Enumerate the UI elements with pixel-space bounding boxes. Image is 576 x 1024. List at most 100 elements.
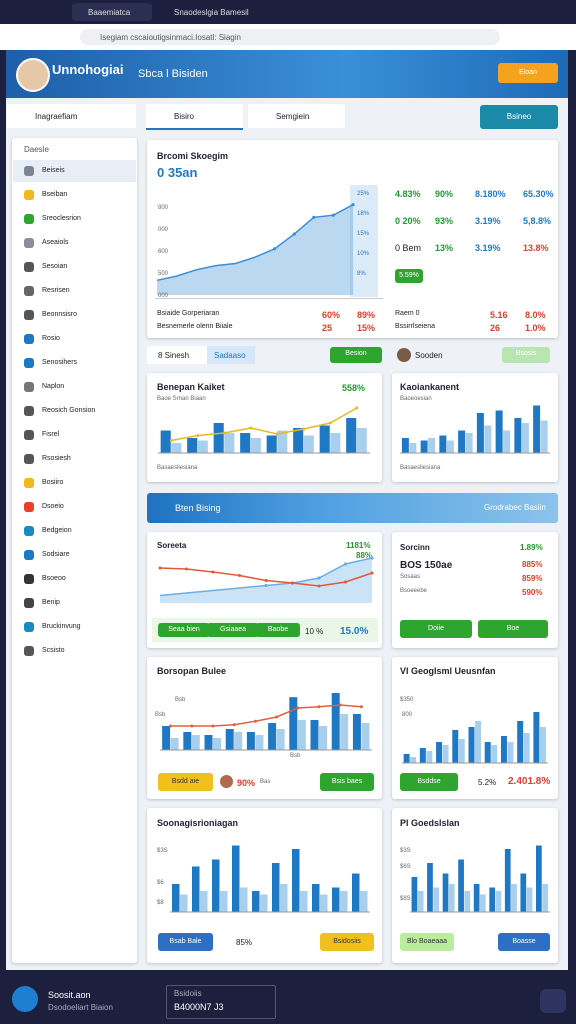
bar — [297, 720, 306, 750]
button[interactable]: Gsiaaea — [207, 623, 259, 637]
header-button[interactable]: Eioan — [498, 63, 558, 83]
button[interactable]: Bsosis — [502, 347, 550, 363]
stat: 2.401.8% — [508, 776, 551, 787]
bar — [277, 430, 288, 453]
bar — [420, 440, 428, 453]
point — [253, 719, 257, 723]
item-icon — [24, 262, 34, 272]
filter-tab[interactable] — [207, 346, 255, 364]
button[interactable]: Bsddse — [400, 773, 458, 791]
bar — [484, 425, 492, 453]
bar — [204, 735, 213, 750]
item-icon — [24, 310, 34, 320]
button[interactable]: 5.59% — [395, 269, 423, 283]
button[interactable]: Blo Boaeaaa — [400, 933, 454, 951]
bar — [268, 723, 277, 750]
bar — [514, 418, 522, 453]
button[interactable]: Besion — [330, 347, 382, 363]
tab[interactable] — [248, 104, 345, 128]
sidebar-item[interactable]: Rosio — [42, 335, 60, 342]
sidebar-item[interactable]: Sodsiare — [42, 551, 70, 558]
bar — [468, 727, 475, 763]
bar — [464, 891, 471, 912]
sidebar-item[interactable]: Reosich Gonsion — [42, 407, 96, 414]
button[interactable]: Seaa bien — [158, 623, 210, 637]
banner[interactable] — [147, 493, 558, 523]
bar — [517, 721, 524, 763]
tab[interactable] — [72, 3, 152, 21]
bar — [352, 873, 360, 912]
sidebar-item[interactable]: Beiseis — [42, 167, 65, 174]
point — [158, 566, 162, 570]
bar — [240, 887, 248, 912]
sidebar-item[interactable]: Bosiiro — [42, 479, 64, 486]
sidebar-item[interactable]: Naplon — [42, 383, 65, 390]
app-icon[interactable] — [12, 986, 38, 1012]
point — [343, 562, 348, 566]
button[interactable]: Doiie — [400, 620, 472, 638]
point — [190, 724, 194, 728]
card-title: Kaoiankanent — [400, 382, 460, 392]
bar — [330, 433, 341, 453]
bar — [419, 748, 426, 763]
sidebar-item[interactable]: Sesoian — [42, 263, 68, 270]
tray-button[interactable] — [540, 989, 566, 1013]
banner-title: Bten Bising — [175, 503, 221, 513]
app-title: Unnohogiai — [52, 62, 124, 77]
button[interactable]: Bsidosiis — [320, 933, 374, 951]
banner-action[interactable]: Grodrabec Basiin — [484, 503, 546, 512]
bar — [266, 435, 277, 453]
button[interactable]: Boasse — [498, 933, 550, 951]
filter-tab[interactable] — [147, 346, 207, 364]
bar — [495, 891, 502, 912]
sidebar-item[interactable]: Bseiban — [42, 191, 68, 198]
bar — [417, 891, 424, 912]
stat: 5,8.8% — [523, 216, 552, 226]
tab[interactable] — [7, 104, 136, 128]
bar — [475, 721, 481, 763]
point — [331, 213, 335, 217]
sidebar-item[interactable]: Benip — [42, 599, 60, 606]
sidebar-item[interactable]: Scsisto — [42, 647, 65, 654]
sidebar-item[interactable]: Rsosiesh — [42, 455, 71, 462]
chart — [156, 203, 355, 295]
divider — [155, 298, 383, 299]
tick-label: 000 — [158, 227, 169, 233]
point — [222, 431, 226, 435]
bar — [171, 443, 182, 453]
url-field[interactable] — [80, 29, 500, 45]
sidebar-item[interactable]: Bruckinvung — [42, 623, 81, 630]
search-field[interactable] — [166, 985, 276, 1019]
field-label: Bsidoiis — [174, 989, 202, 998]
axis-label: Bsb — [155, 712, 166, 718]
button[interactable]: Bsdd aie — [158, 773, 213, 791]
bar — [507, 742, 514, 763]
point — [359, 705, 363, 709]
sidebar-item[interactable]: Sreoclesrion — [42, 215, 81, 222]
sidebar-item[interactable]: Resrisen — [42, 287, 70, 294]
axis-label: 800 — [402, 712, 413, 718]
sidebar-item[interactable]: Senosihers — [42, 359, 78, 366]
stat: 65.30% — [523, 189, 554, 199]
note: Bas — [260, 779, 271, 785]
sidebar-item[interactable]: Bedgeion — [42, 527, 72, 534]
point — [344, 580, 347, 584]
bar — [489, 887, 496, 912]
sidebar-item[interactable]: Dsoeio — [42, 503, 64, 510]
point — [328, 421, 332, 425]
button[interactable]: Bsis baes — [320, 773, 374, 791]
point — [370, 556, 374, 560]
button[interactable]: Baobe — [256, 623, 300, 637]
button[interactable]: Boe — [478, 620, 548, 638]
bar — [197, 440, 208, 453]
action-button[interactable]: Bsineo — [480, 105, 558, 129]
sidebar-item[interactable]: Bsoeoo — [42, 575, 66, 582]
taskbar-subtitle: Dsodoeliart Biaion — [48, 1003, 113, 1012]
sidebar-item[interactable]: Fisrel — [42, 431, 60, 438]
tab[interactable] — [146, 104, 243, 130]
sidebar-item[interactable]: Aseaiols — [42, 239, 69, 246]
sidebar-item[interactable]: Beonnsisro — [42, 311, 78, 318]
highlight — [350, 185, 378, 297]
button[interactable]: Bsab Bale — [158, 933, 213, 951]
tick-label: 18% — [357, 211, 370, 217]
